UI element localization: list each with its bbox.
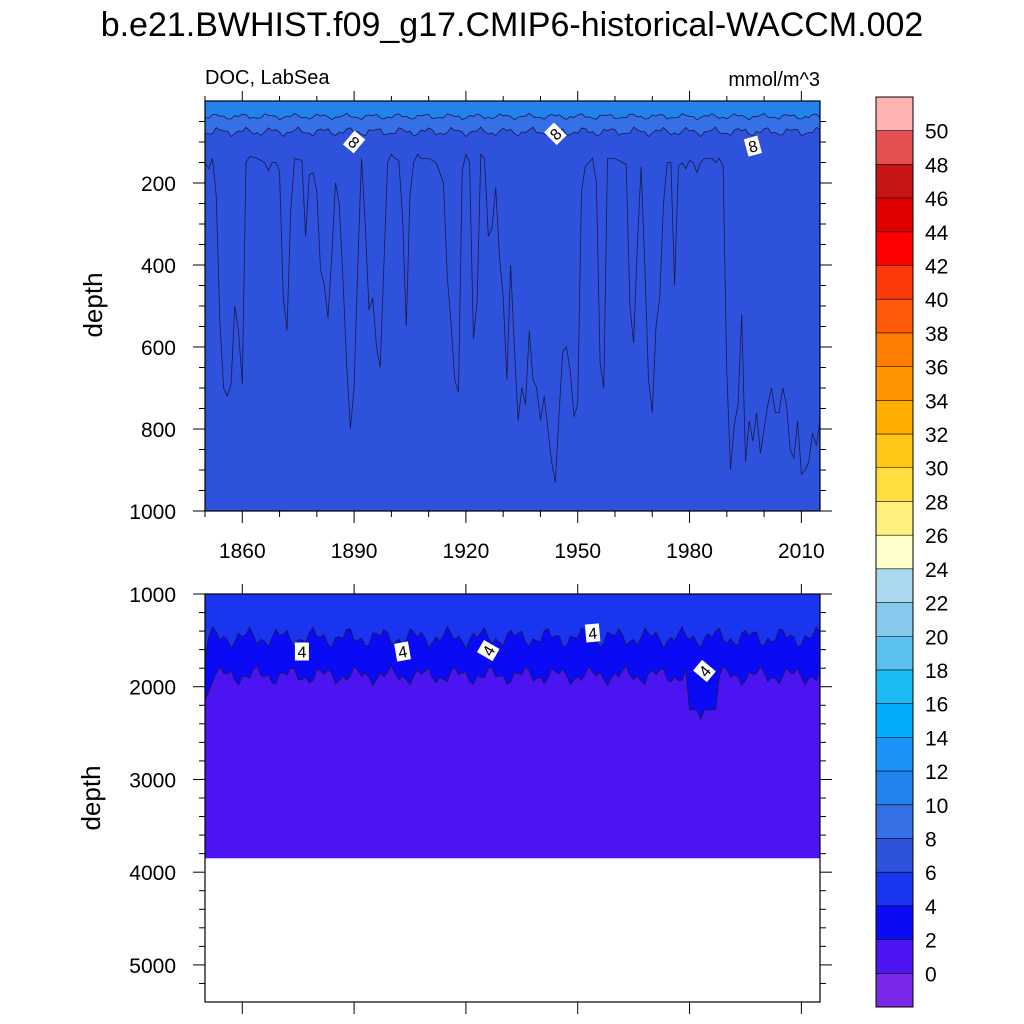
colorbar-swatch	[876, 939, 913, 974]
colorbar-label: 34	[925, 390, 949, 413]
x-tick-label: 1980	[666, 540, 713, 563]
colorbar-frame	[875, 96, 914, 1008]
colorbar-swatch	[876, 905, 913, 940]
colorbar-label: 44	[925, 222, 949, 245]
colorbar-swatch	[876, 602, 913, 637]
colorbar-label: 40	[925, 289, 948, 312]
colorbar-swatch	[876, 973, 913, 1008]
contour-line-10	[204, 112, 821, 121]
x-tick-label: 1950	[554, 540, 601, 563]
colorbar-swatch	[876, 636, 913, 671]
colorbar-swatch	[876, 130, 913, 165]
contour-line-2	[204, 664, 821, 721]
colorbar-swatch	[876, 231, 913, 266]
colorbar-label: 18	[925, 660, 948, 683]
contour-label: 4	[476, 640, 500, 662]
lower-y-axis-label: depth	[76, 765, 106, 830]
colorbar-swatch	[876, 299, 913, 334]
colorbar-label: 30	[925, 458, 948, 481]
lower-panel: depth 4 4 4 4 4 1000 2000 3000 4000 5000	[76, 584, 832, 1014]
colorbar-label: 22	[925, 593, 948, 616]
y-tick-label: 200	[141, 173, 176, 196]
colorbar-swatch	[876, 400, 913, 435]
contour-label: 4	[294, 642, 309, 661]
svg-text:8: 8	[747, 138, 760, 157]
x-tick-label: 2010	[778, 540, 825, 563]
colorbar-swatch	[876, 535, 913, 570]
colorbar-label: 48	[925, 154, 948, 177]
colorbar-label: 42	[925, 256, 948, 279]
colorbar-label: 8	[925, 828, 937, 851]
contour-label: 4	[584, 623, 601, 644]
colorbar-swatch	[876, 501, 913, 536]
colorbar-swatch	[876, 838, 913, 873]
colorbar-swatch	[876, 434, 913, 469]
y-tick-label: 600	[141, 337, 176, 360]
colorbar-swatch	[876, 265, 913, 300]
upper-fill-10-12	[205, 101, 820, 120]
contour-line-8	[204, 126, 821, 138]
colorbar-label: 0	[925, 963, 937, 986]
colorbar-label: 2	[925, 930, 937, 953]
x-tick-label: 1890	[331, 540, 378, 563]
colorbar-label: 4	[925, 896, 937, 919]
figure-title: b.e21.BWHIST.f09_g17.CMIP6-historical-WA…	[101, 6, 924, 44]
contour-label: 4	[394, 641, 412, 662]
colorbar-label: 16	[925, 694, 948, 717]
contour-label: 8	[743, 135, 762, 157]
x-tick-label: 1920	[443, 540, 490, 563]
colorbar-swatch	[876, 872, 913, 907]
colorbar: 5048464442403836343230282624222018161412…	[875, 96, 949, 1008]
svg-text:4: 4	[297, 644, 306, 661]
colorbar-label: 26	[925, 525, 948, 548]
colorbar-label: 24	[925, 559, 949, 582]
colorbar-label: 38	[925, 323, 948, 346]
contour-label: 4	[693, 659, 716, 683]
colorbar-label: 12	[925, 761, 948, 784]
svg-text:4: 4	[397, 644, 409, 662]
y-tick-label: 3000	[129, 769, 176, 792]
colorbar-label: 36	[925, 357, 948, 380]
colorbar-label: 28	[925, 491, 948, 514]
colorbar-swatch	[876, 804, 913, 839]
colorbar-swatch	[876, 97, 913, 131]
y-tick-label: 800	[141, 419, 176, 442]
y-tick-label: 1000	[129, 501, 176, 524]
upper-panel: DOC, LabSea mmol/m^3 depth 8 8 8 1860 1890 1…	[78, 67, 832, 563]
colorbar-swatch	[876, 703, 913, 738]
colorbar-label: 50	[925, 121, 948, 144]
y-tick-label: 4000	[129, 862, 176, 885]
x-tick-label: 1860	[219, 540, 266, 563]
y-tick-label: 1000	[129, 584, 176, 607]
contour-label: 8	[544, 122, 567, 146]
colorbar-swatch	[876, 737, 913, 772]
upper-y-axis-label: depth	[78, 272, 108, 337]
colorbar-label: 10	[925, 795, 948, 818]
panel-units-label: mmol/m^3	[728, 69, 820, 91]
y-tick-label: 2000	[129, 677, 176, 700]
colorbar-swatch	[876, 198, 913, 233]
colorbar-label: 32	[925, 424, 948, 447]
colorbar-swatch	[876, 568, 913, 603]
colorbar-swatch	[876, 366, 913, 401]
colorbar-label: 6	[925, 862, 937, 885]
contour-line-6	[204, 153, 821, 483]
colorbar-label: 14	[925, 727, 949, 750]
panel-variable-label: DOC, LabSea	[205, 67, 330, 89]
colorbar-label: 46	[925, 188, 948, 211]
contour-line-4	[204, 625, 821, 659]
colorbar-swatch	[876, 669, 913, 704]
y-tick-label: 400	[141, 255, 176, 278]
colorbar-swatch	[876, 164, 913, 199]
colorbar-swatch	[876, 332, 913, 367]
colorbar-label: 20	[925, 626, 948, 649]
y-tick-label: 5000	[129, 955, 176, 978]
colorbar-swatch	[876, 467, 913, 502]
svg-text:4: 4	[588, 626, 598, 644]
contour-label: 8	[342, 130, 366, 154]
colorbar-swatch	[876, 771, 913, 806]
